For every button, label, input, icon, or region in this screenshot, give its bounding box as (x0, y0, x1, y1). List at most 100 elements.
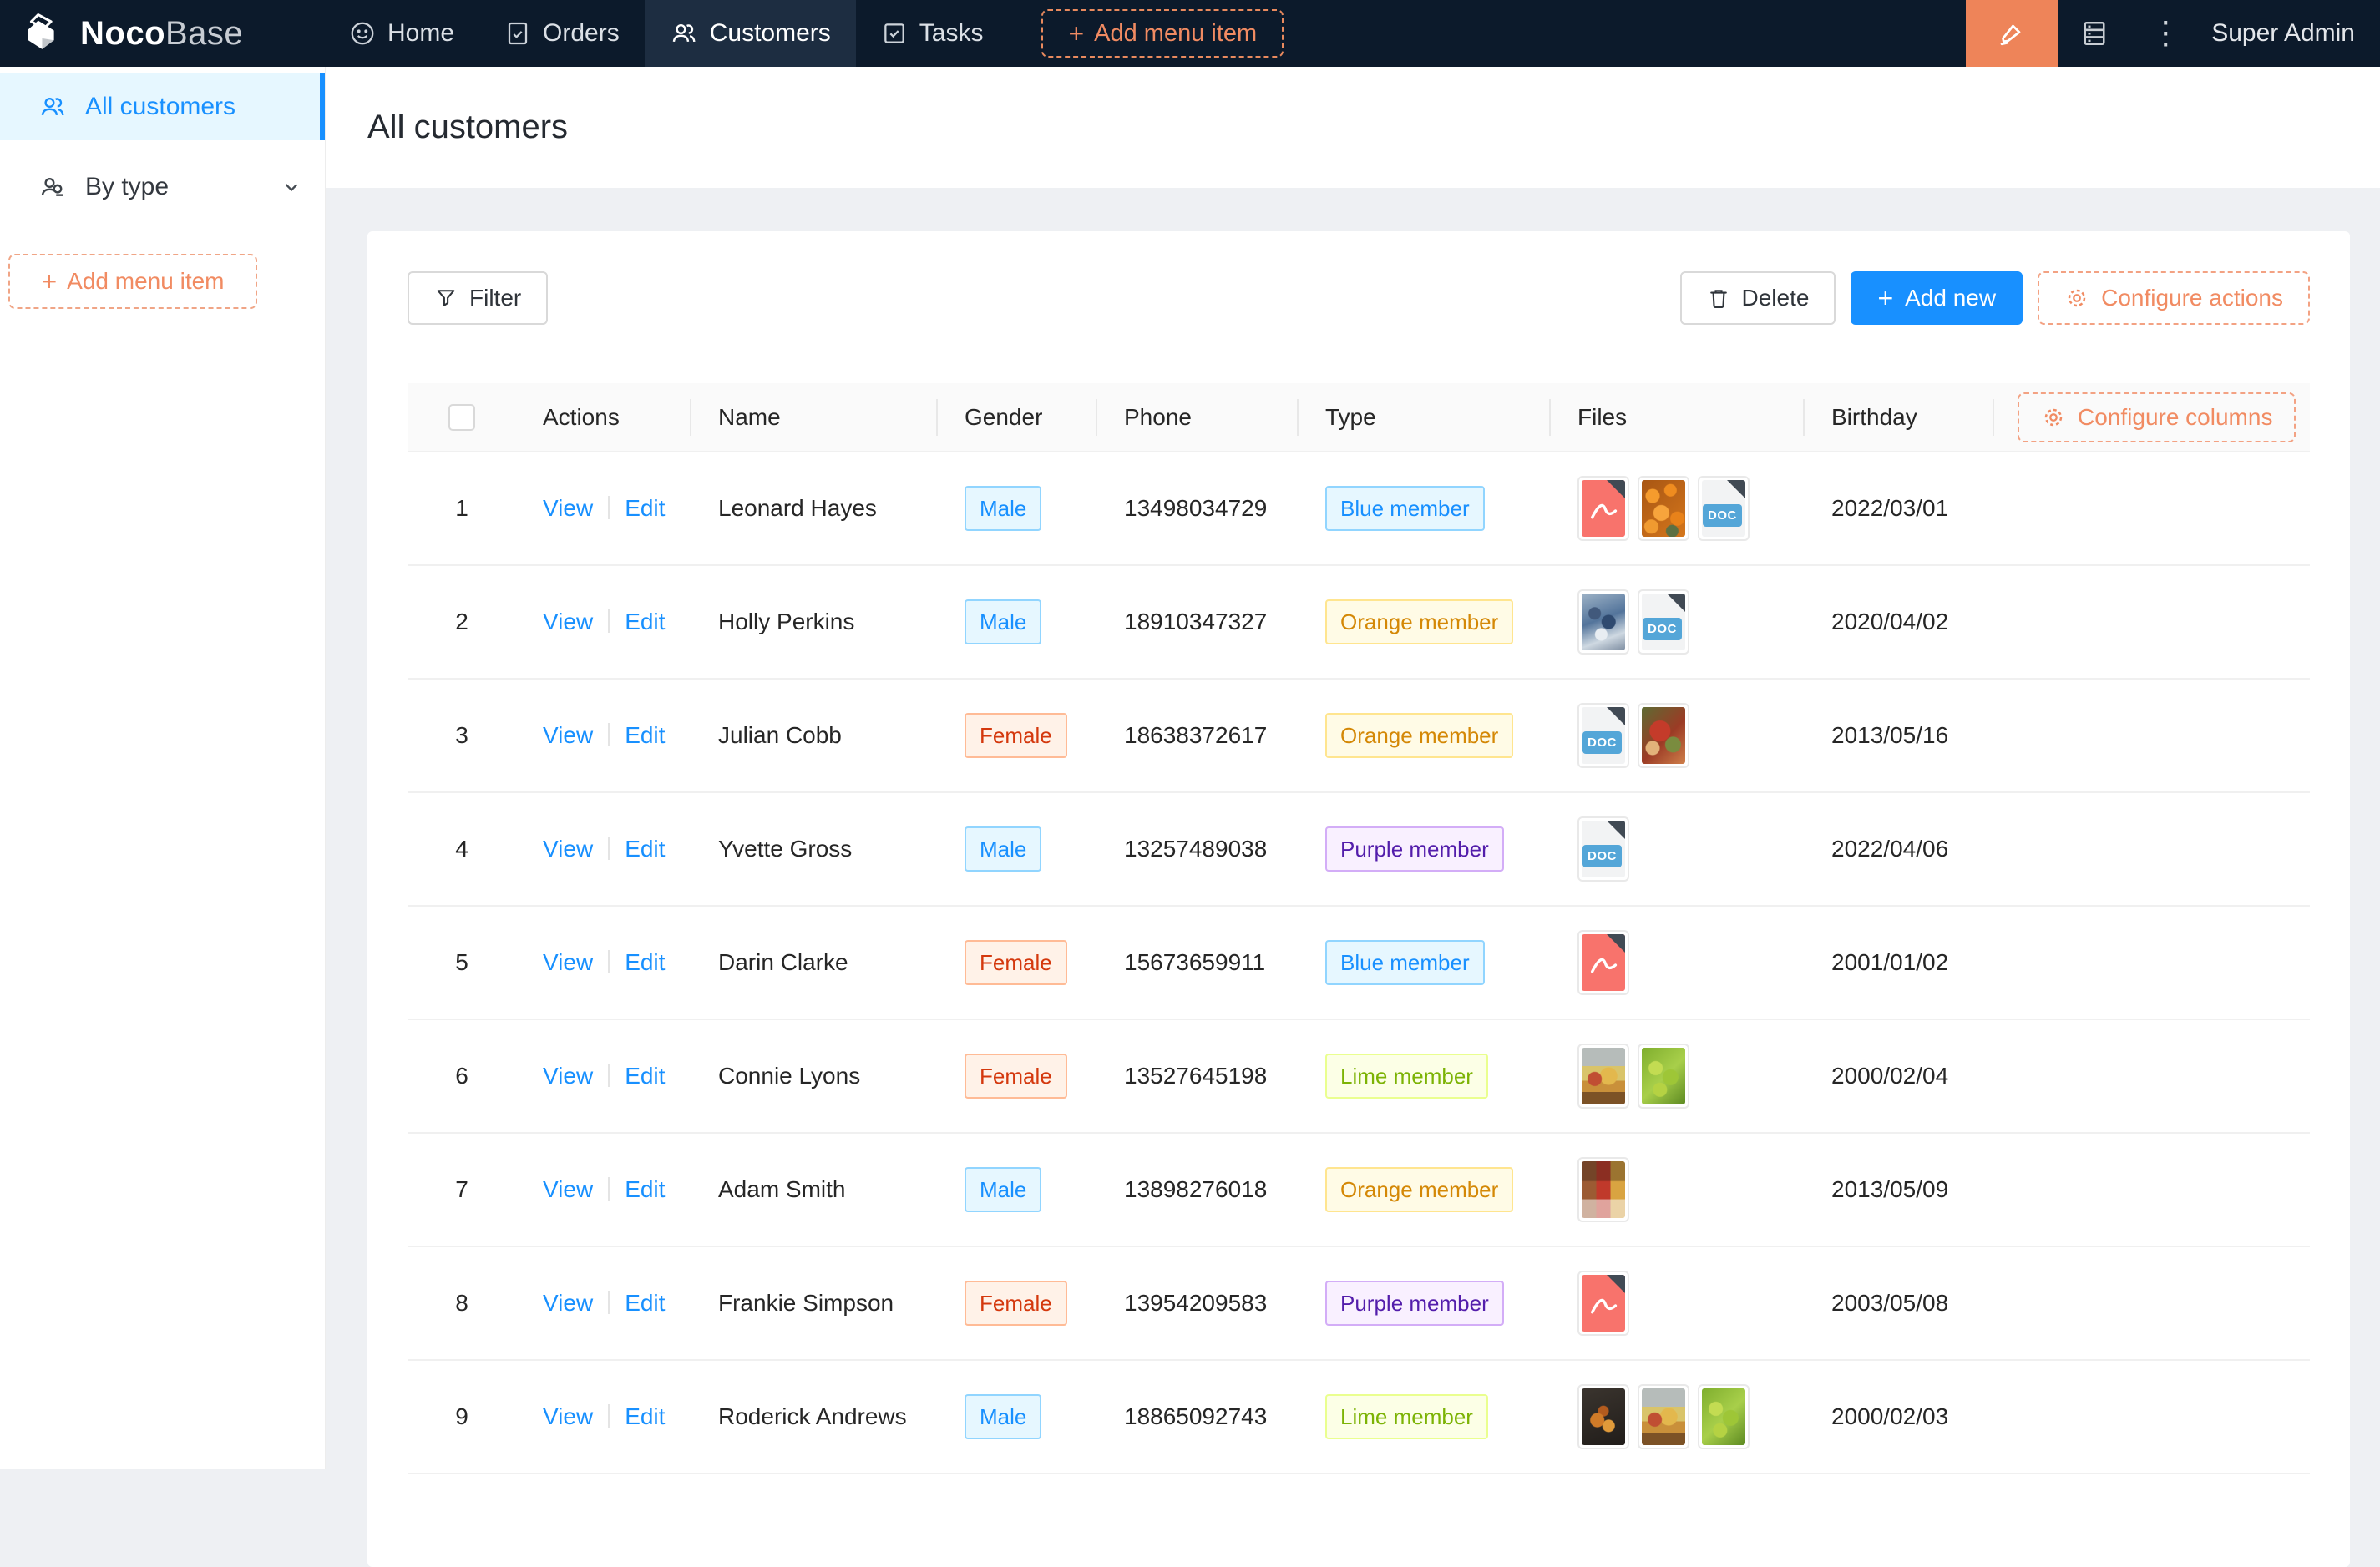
view-link[interactable]: View (543, 1176, 593, 1202)
file-thumbnail-collage[interactable] (1577, 1157, 1629, 1222)
sidebar: All customers By type + Add menu item (0, 67, 326, 1469)
file-thumbnail-doc[interactable]: DOC (1698, 476, 1750, 541)
file-thumbnail-pdf[interactable] (1577, 1271, 1629, 1336)
row-actions: View Edit (516, 452, 691, 565)
trash-icon (1707, 286, 1730, 310)
file-thumbnail-crowd[interactable] (1577, 589, 1629, 655)
table-body: 1ViewEditLeonard HayesMale13498034729Blu… (408, 452, 2310, 1473)
cell-name: Darin Clarke (691, 906, 938, 1019)
column-header-actions: Actions (516, 383, 691, 452)
configure-columns-label: Configure columns (2078, 404, 2272, 431)
nav-item-orders[interactable]: Orders (479, 0, 645, 67)
edit-link[interactable]: Edit (625, 495, 665, 521)
link-divider (608, 609, 610, 633)
table-row: 2ViewEditHolly PerkinsMale18910347327Ora… (408, 565, 2310, 679)
member-type-tag: Lime member (1325, 1054, 1488, 1099)
file-thumbnail-fruit[interactable] (1577, 1044, 1629, 1109)
row-index: 7 (408, 1133, 516, 1246)
cell-name: Julian Cobb (691, 679, 938, 792)
gender-tag: Male (965, 486, 1041, 531)
row-actions: View Edit (516, 1360, 691, 1473)
row-index: 5 (408, 906, 516, 1019)
view-link[interactable]: View (543, 949, 593, 975)
nocobase-logo[interactable]: NocoBase (0, 12, 324, 55)
view-link[interactable]: View (543, 609, 593, 634)
database-button[interactable] (2058, 0, 2131, 67)
edit-link[interactable]: Edit (625, 836, 665, 862)
file-thumbnail-fruit[interactable] (1638, 1384, 1689, 1449)
member-type-tag: Purple member (1325, 826, 1504, 872)
sidebar-item-by-type[interactable]: By type (0, 154, 325, 220)
column-header-birthday: Birthday (1805, 383, 1994, 452)
filter-button-label: Filter (469, 285, 521, 311)
member-type-tag: Lime member (1325, 1394, 1488, 1439)
database-icon (2079, 18, 2109, 48)
row-index: 6 (408, 1019, 516, 1133)
link-divider (608, 1404, 610, 1428)
sidebar-item-label: By type (85, 173, 169, 201)
row-actions: View Edit (516, 1019, 691, 1133)
add-new-button[interactable]: + Add new (1851, 271, 2023, 325)
sidebar-item-all-customers[interactable]: All customers (0, 73, 325, 140)
edit-link[interactable]: Edit (625, 609, 665, 634)
file-thumbnail-doc[interactable]: DOC (1638, 589, 1689, 655)
view-link[interactable]: View (543, 1063, 593, 1089)
sidebar-add-menu-item-button[interactable]: + Add menu item (8, 254, 257, 309)
gender-tag: Female (965, 713, 1067, 758)
configure-actions-button[interactable]: Configure actions (2038, 271, 2310, 325)
edit-link[interactable]: Edit (625, 1063, 665, 1089)
edit-link[interactable]: Edit (625, 722, 665, 748)
ui-editor-button[interactable] (1966, 0, 2058, 67)
edit-link[interactable]: Edit (625, 949, 665, 975)
view-link[interactable]: View (543, 495, 593, 521)
file-thumbnail-darkfruit[interactable] (1577, 1384, 1629, 1449)
file-thumbnail-doc[interactable]: DOC (1577, 816, 1629, 882)
configure-columns-button[interactable]: Configure columns (2018, 392, 2296, 442)
nav-item-label: Customers (710, 19, 831, 48)
row-actions: View Edit (516, 679, 691, 792)
view-link[interactable]: View (543, 1403, 593, 1429)
page-header: All customers (326, 67, 2380, 188)
delete-button[interactable]: Delete (1680, 271, 1836, 325)
file-thumbnail-pdf[interactable] (1577, 930, 1629, 995)
file-thumbnail-pdf[interactable] (1577, 476, 1629, 541)
row-actions: View Edit (516, 906, 691, 1019)
cell-name: Holly Perkins (691, 565, 938, 679)
edit-link[interactable]: Edit (625, 1290, 665, 1316)
cell-gender: Female (938, 906, 1097, 1019)
nav-item-tasks[interactable]: Tasks (856, 0, 1009, 67)
view-link[interactable]: View (543, 836, 593, 862)
top-navbar: NocoBase Home Orders (0, 0, 2380, 67)
view-link[interactable]: View (543, 722, 593, 748)
edit-link[interactable]: Edit (625, 1403, 665, 1429)
cell-phone: 13527645198 (1097, 1019, 1299, 1133)
plus-icon: + (1877, 285, 1893, 311)
file-thumbnail-doc[interactable]: DOC (1577, 703, 1629, 768)
filter-button[interactable]: Filter (408, 271, 548, 325)
nav-item-customers[interactable]: Customers (645, 0, 856, 67)
member-type-tag: Orange member (1325, 713, 1513, 758)
cell-birthday: 2022/03/01 (1805, 452, 1994, 565)
main-area: All customers Filter (326, 67, 2380, 1469)
user-menu[interactable]: Super Admin (2200, 19, 2380, 48)
content-area: Filter Delete (326, 188, 2380, 1567)
cell-files: DOC (1551, 679, 1805, 792)
file-thumbnail-dish[interactable] (1638, 703, 1689, 768)
file-thumbnail-grapes[interactable] (1698, 1384, 1750, 1449)
file-thumbnail-grapes[interactable] (1638, 1044, 1689, 1109)
cell-gender: Male (938, 1360, 1097, 1473)
edit-link[interactable]: Edit (625, 1176, 665, 1202)
cell-type: Lime member (1299, 1360, 1551, 1473)
file-done-icon (504, 20, 531, 47)
link-divider (608, 1177, 610, 1201)
view-link[interactable]: View (543, 1290, 593, 1316)
link-divider (608, 1291, 610, 1314)
cell-gender: Male (938, 452, 1097, 565)
kebab-menu-icon[interactable]: ⋮ (2131, 18, 2200, 49)
select-all-checkbox[interactable] (448, 404, 475, 431)
cell-name: Connie Lyons (691, 1019, 938, 1133)
navbar-add-menu-item-button[interactable]: + Add menu item (1041, 9, 1284, 58)
nav-item-home[interactable]: Home (324, 0, 479, 67)
gender-tag: Male (965, 1394, 1041, 1439)
file-thumbnail-oranges[interactable] (1638, 476, 1689, 541)
